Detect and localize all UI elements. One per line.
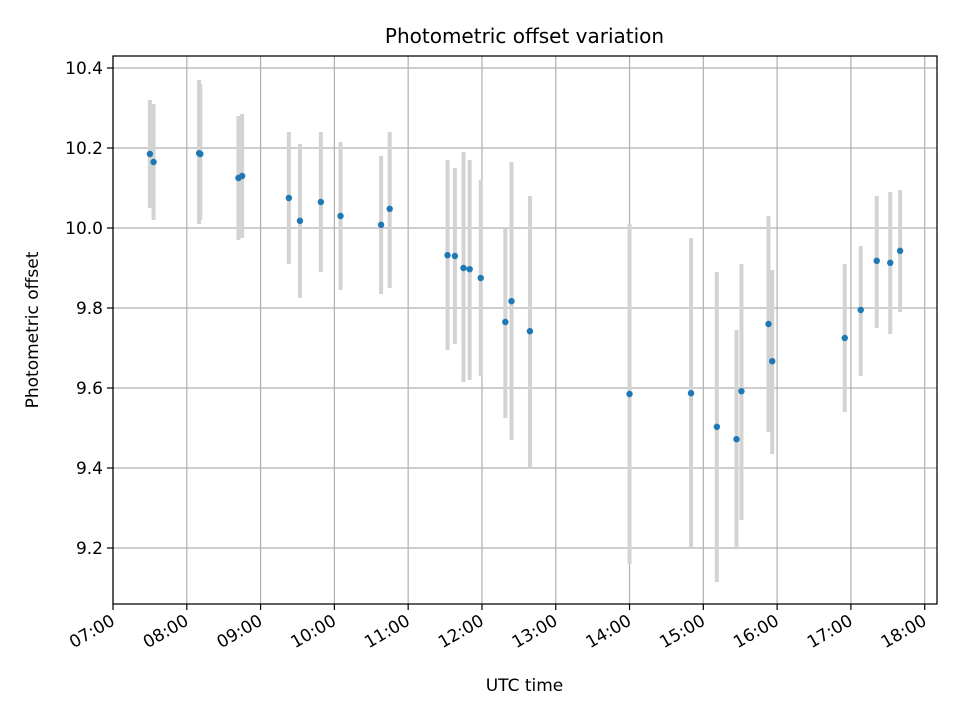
y-tick-label: 9.8: [76, 299, 103, 319]
data-point: [238, 172, 246, 180]
data-point: [713, 423, 721, 430]
data-point: [386, 205, 393, 212]
x-tick-label: 13:00: [509, 611, 561, 653]
x-tick-label: 11:00: [361, 611, 413, 653]
data-point: [508, 298, 515, 305]
x-tick-label: 16:00: [730, 611, 782, 653]
data-point: [626, 390, 633, 398]
y-axis-label: Photometric offset: [23, 251, 43, 408]
data-point: [769, 358, 776, 365]
plot-frame: [112, 55, 938, 605]
y-axis-ticks: 9.2 9.4 9.6 9.8 10.0 10.2 10.4: [65, 59, 113, 559]
data-point: [451, 252, 459, 260]
data-point: [317, 198, 325, 206]
data-point: [146, 150, 154, 158]
data-point: [765, 320, 772, 328]
x-tick-label: 08:00: [140, 611, 192, 653]
y-tick-label: 10.2: [65, 139, 103, 159]
data-point: [337, 212, 344, 220]
error-bars: [147, 80, 903, 582]
x-tick-label: 14:00: [583, 611, 635, 653]
data-point: [444, 252, 451, 259]
x-tick-label: 10:00: [287, 611, 339, 653]
data-point: [857, 306, 864, 314]
x-tick-label: 15:00: [656, 611, 708, 653]
data-point: [296, 217, 304, 224]
x-tick-label: 17:00: [804, 611, 856, 653]
data-points: [146, 150, 904, 443]
data-point: [285, 194, 293, 202]
x-tick-label: 18:00: [878, 611, 930, 653]
chart-title: Photometric offset variation: [385, 24, 664, 48]
data-point: [896, 247, 904, 254]
data-point: [502, 318, 509, 326]
data-point: [460, 264, 467, 272]
data-point: [887, 259, 894, 266]
y-tick-label: 9.2: [76, 539, 103, 559]
y-tick-label: 9.6: [76, 379, 103, 399]
data-point: [738, 388, 745, 395]
data-point: [526, 328, 534, 335]
y-tick-label: 10.0: [65, 219, 103, 239]
data-point: [466, 266, 473, 273]
data-point: [687, 390, 695, 397]
data-point: [197, 150, 204, 158]
x-axis-ticks: 07:00 08:00 09:00 10:00 11:00 12:00 13:00 14:00…: [66, 604, 930, 653]
data-point: [733, 436, 740, 443]
y-tick-label: 9.4: [76, 459, 103, 479]
x-axis-label: UTC time: [486, 676, 564, 696]
grid: [112, 56, 937, 604]
data-point: [150, 158, 157, 166]
x-tick-label: 12:00: [435, 611, 487, 653]
data-point: [841, 334, 848, 342]
data-point: [873, 257, 880, 264]
y-tick-label: 10.4: [65, 59, 103, 79]
data-point: [477, 274, 484, 282]
x-tick-label: 09:00: [214, 611, 266, 653]
data-point: [377, 221, 385, 228]
x-tick-label: 07:00: [66, 611, 118, 653]
